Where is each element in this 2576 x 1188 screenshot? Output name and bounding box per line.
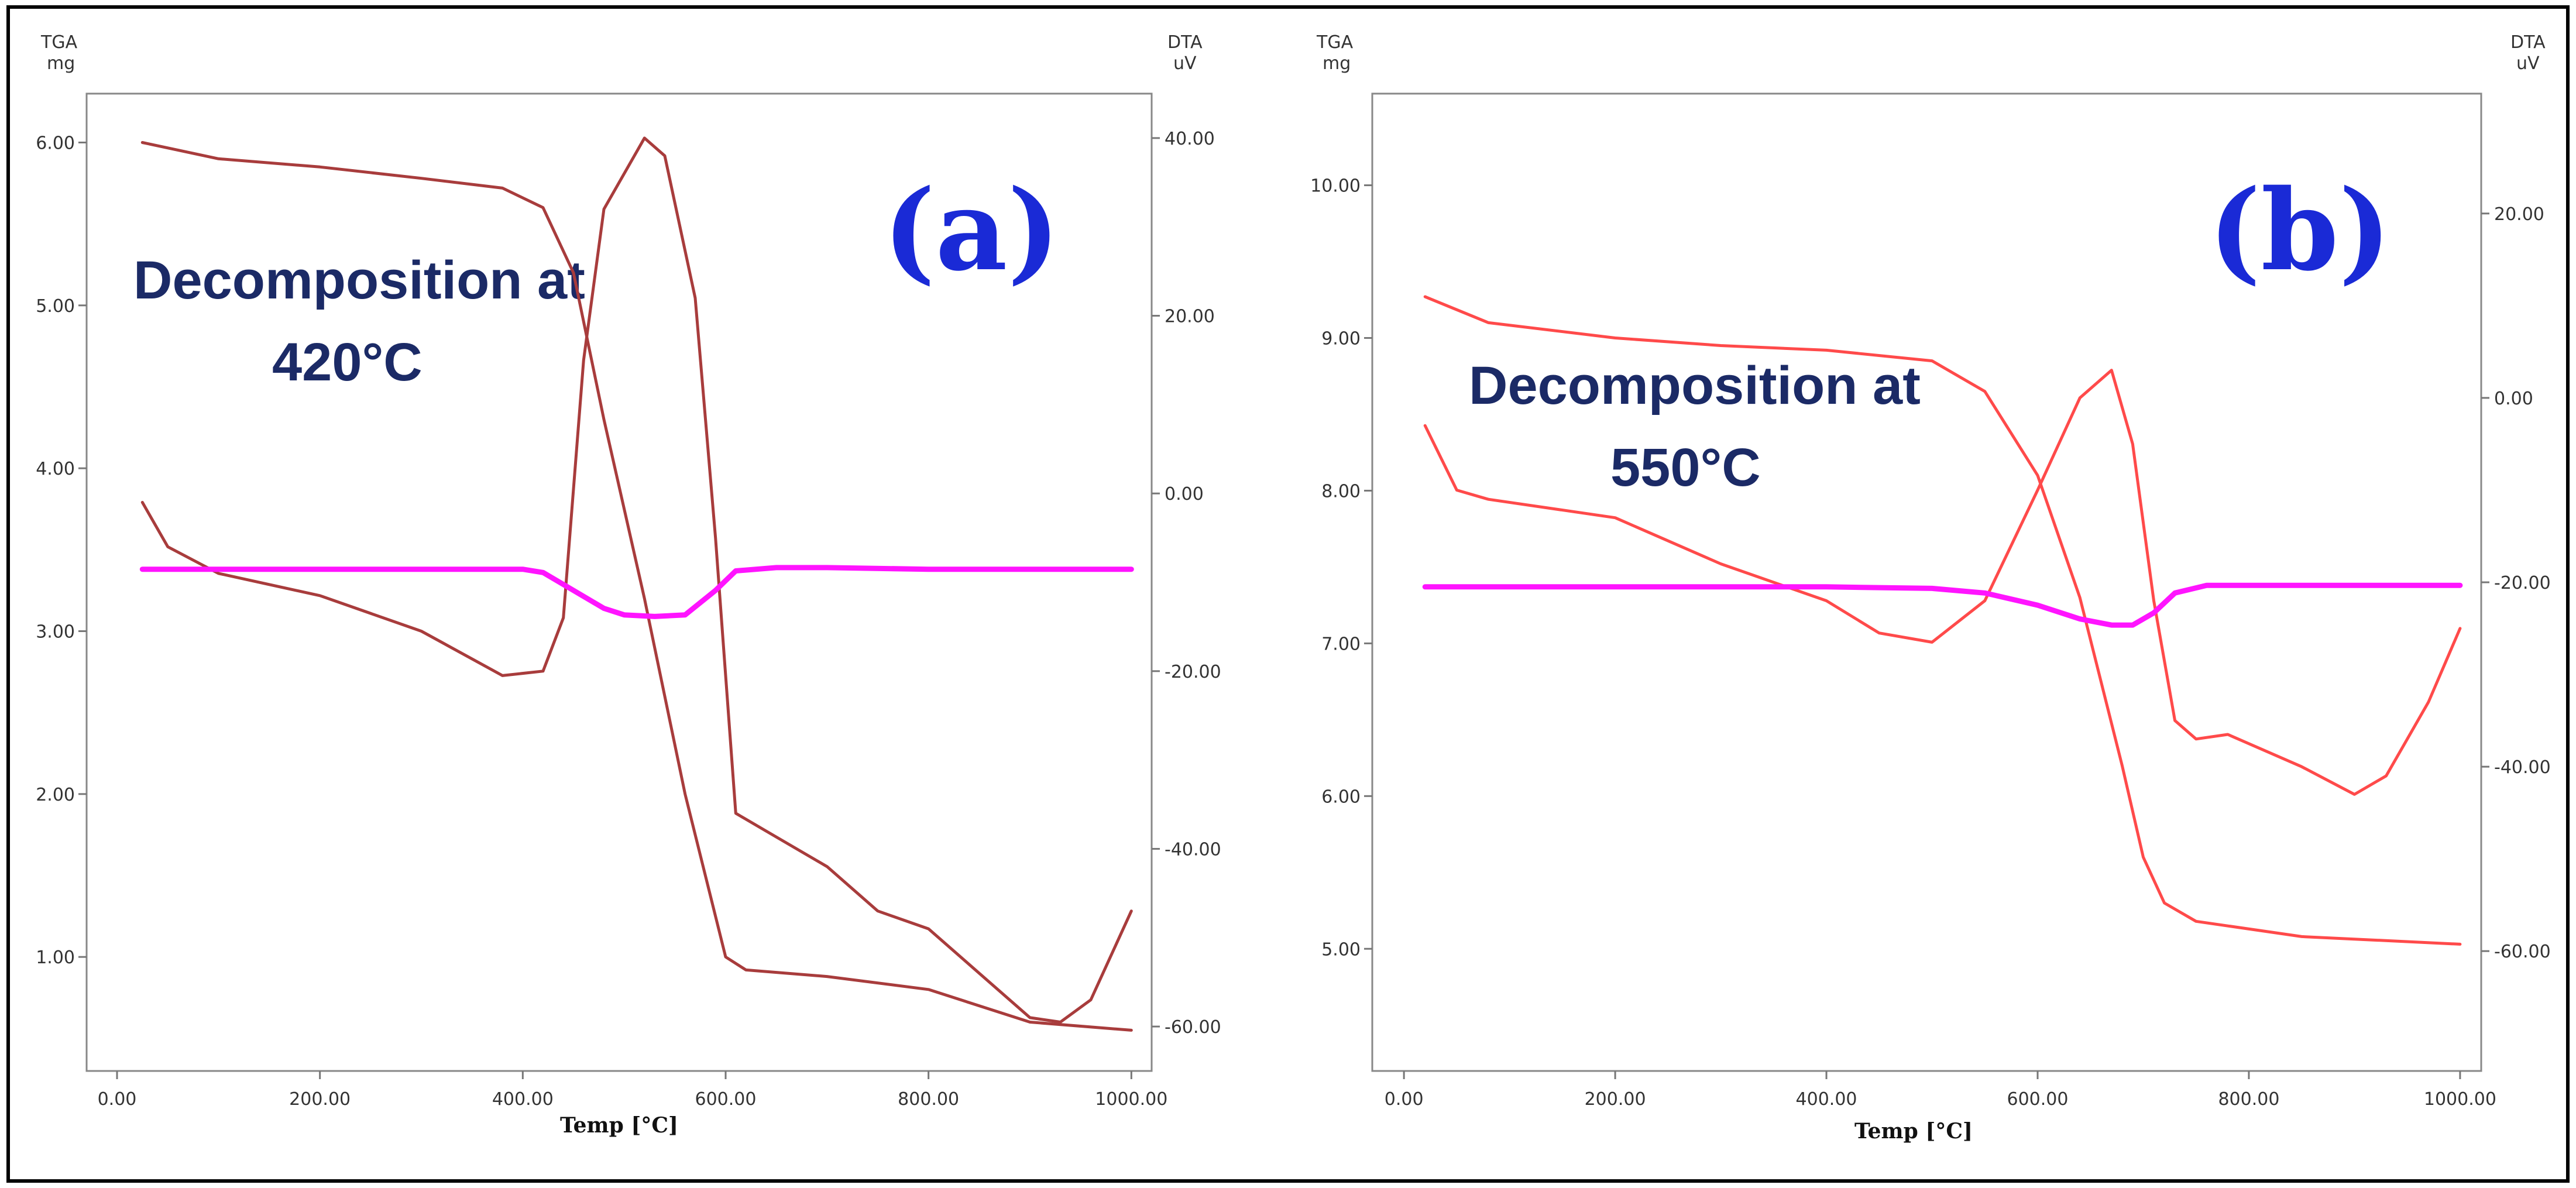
annotation-line-1-a: Decomposition at bbox=[133, 250, 585, 310]
x-tick-label-a: 0.00 bbox=[98, 1089, 137, 1110]
x-tick-label-b: 0.00 bbox=[1385, 1089, 1424, 1110]
y-left-tick-label-b: 7.00 bbox=[1321, 634, 1361, 654]
annotation-line-2-b: 550°C bbox=[1610, 438, 1761, 497]
y-left-tick-label-a: 5.00 bbox=[36, 296, 75, 317]
y-left-tick-label-b: 6.00 bbox=[1321, 787, 1361, 807]
x-tick-label-b: 600.00 bbox=[2007, 1089, 2069, 1110]
y-right-tick-label-b: 0.00 bbox=[2494, 389, 2533, 409]
x-tick-label-a: 1000.00 bbox=[1095, 1089, 1167, 1110]
plot-area-b bbox=[1371, 92, 2482, 1072]
y-right-tick-label-b: -20.00 bbox=[2494, 573, 2551, 593]
y-left-unit-b: mg bbox=[1323, 53, 1351, 74]
x-axis-label-b: Temp [°C] bbox=[1854, 1119, 1973, 1144]
y-right-unit-a: uV bbox=[1173, 53, 1197, 74]
y-left-title-a: TGA bbox=[40, 32, 78, 53]
x-tick-label-b: 800.00 bbox=[2218, 1089, 2279, 1110]
tga-series-b bbox=[1423, 295, 2462, 946]
y-right-title-a: DTA bbox=[1167, 32, 1203, 53]
annotation-line-2-a: 420°C bbox=[272, 332, 423, 392]
y-right-tick-label-a: -20.00 bbox=[1165, 662, 1221, 682]
y-right-tick-label-a: 40.00 bbox=[1165, 129, 1215, 149]
y-right-tick-label-a: -40.00 bbox=[1165, 839, 1221, 860]
x-tick-label-b: 200.00 bbox=[1585, 1089, 1646, 1110]
y-left-tick-label-a: 4.00 bbox=[36, 459, 75, 479]
annotation-line-1-b: Decomposition at bbox=[1469, 356, 1921, 416]
y-right-tick-label-b: -40.00 bbox=[2494, 757, 2551, 778]
y-left-title-b: TGA bbox=[1316, 32, 1354, 53]
y-right-tick-label-a: 20.00 bbox=[1165, 307, 1215, 327]
x-tick-label-a: 200.00 bbox=[289, 1089, 351, 1110]
y-right-tick-label-b: -60.00 bbox=[2494, 942, 2551, 962]
x-tick-label-b: 1000.00 bbox=[2424, 1089, 2496, 1110]
y-left-tick-label-a: 1.00 bbox=[36, 947, 75, 968]
x-tick-label-a: 600.00 bbox=[695, 1089, 757, 1110]
y-left-unit-a: mg bbox=[47, 53, 75, 74]
y-right-tick-label-b: 20.00 bbox=[2494, 204, 2544, 225]
y-left-tick-label-b: 8.00 bbox=[1321, 481, 1361, 502]
x-tick-label-a: 400.00 bbox=[492, 1089, 554, 1110]
panel-b: TGA mg DTA uV Temp [°C] (b) Decompositio… bbox=[1310, 32, 2551, 1144]
y-left-tick-label-b: 5.00 bbox=[1321, 939, 1361, 960]
y-right-unit-b: uV bbox=[2516, 53, 2540, 74]
y-right-tick-label-a: 0.00 bbox=[1165, 484, 1204, 504]
baseline-series-a bbox=[139, 565, 1134, 619]
y-left-tick-label-a: 6.00 bbox=[36, 133, 75, 154]
panel-label-a: (a) bbox=[883, 165, 1060, 296]
panel-a: TGA mg DTA uV Temp [°C] (a) Decompositio… bbox=[36, 32, 1221, 1138]
panel-label-b: (b) bbox=[2209, 165, 2392, 296]
x-axis-label-a: Temp [°C] bbox=[560, 1113, 678, 1138]
y-left-tick-label-b: 10.00 bbox=[1310, 176, 1361, 197]
y-left-tick-label-a: 3.00 bbox=[36, 622, 75, 643]
dta-series-b bbox=[1423, 369, 2462, 796]
y-right-tick-label-a: -60.00 bbox=[1165, 1017, 1221, 1038]
y-left-tick-label-a: 2.00 bbox=[36, 785, 75, 805]
tga-series-a bbox=[140, 141, 1133, 1032]
x-tick-label-b: 400.00 bbox=[1796, 1089, 1857, 1110]
x-tick-label-a: 800.00 bbox=[898, 1089, 959, 1110]
dta-series-a bbox=[140, 136, 1133, 1024]
y-right-title-b: DTA bbox=[2510, 32, 2546, 53]
y-left-tick-label-b: 9.00 bbox=[1321, 329, 1361, 349]
baseline-series-b bbox=[1422, 582, 2463, 628]
